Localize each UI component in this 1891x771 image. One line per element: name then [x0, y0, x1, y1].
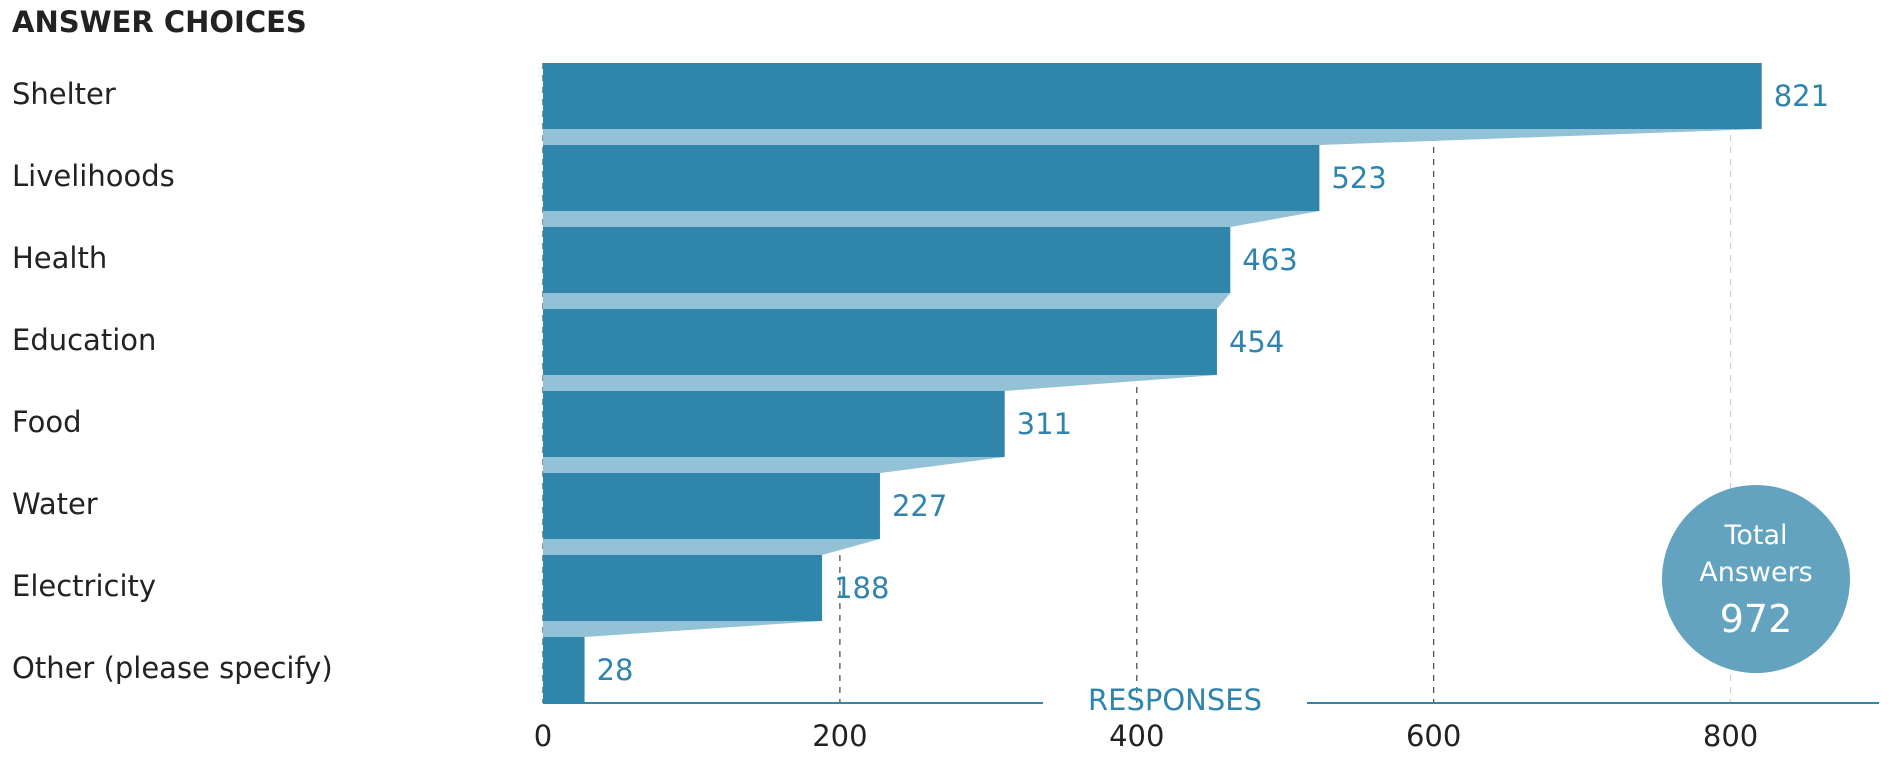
- total-badge: Total Answers 972: [1662, 485, 1850, 673]
- connector: [543, 457, 1005, 473]
- value-label: 454: [1229, 325, 1284, 359]
- value-label: 227: [892, 489, 947, 523]
- x-tick-label: 600: [1406, 719, 1461, 753]
- value-label: 28: [597, 653, 634, 687]
- category-label: Other (please specify): [12, 651, 333, 685]
- connector: [543, 539, 880, 555]
- chart-title: ANSWER CHOICES: [12, 5, 307, 39]
- value-label: 311: [1017, 407, 1072, 441]
- bar: [543, 309, 1217, 375]
- connector: [543, 129, 1762, 145]
- bar: [543, 637, 585, 703]
- connector: [543, 621, 823, 637]
- category-label: Livelihoods: [12, 159, 175, 193]
- total-label: Total Answers: [1699, 520, 1813, 588]
- category-label: Food: [12, 405, 82, 439]
- category-label: Health: [12, 241, 107, 275]
- bar: [543, 63, 1762, 129]
- bar: [543, 555, 823, 621]
- x-tick-label: 400: [1109, 719, 1164, 753]
- bar: [543, 391, 1005, 457]
- value-label: 463: [1242, 243, 1297, 277]
- total-value: 972: [1719, 597, 1793, 641]
- value-label: 821: [1774, 79, 1829, 113]
- value-label: 523: [1331, 161, 1386, 195]
- bar: [543, 145, 1320, 211]
- x-axis-title: RESPONSES: [1088, 683, 1262, 717]
- connector: [543, 211, 1320, 227]
- x-tick-label: 200: [812, 719, 867, 753]
- x-tick-label: 800: [1703, 719, 1758, 753]
- category-label: Shelter: [12, 77, 116, 111]
- category-label: Electricity: [12, 569, 156, 603]
- category-label: Water: [12, 487, 98, 521]
- x-tick-label: 0: [534, 719, 552, 753]
- category-label: Education: [12, 323, 156, 357]
- value-label: 188: [834, 571, 889, 605]
- connector: [543, 375, 1217, 391]
- bar: [543, 473, 880, 539]
- bar: [543, 227, 1231, 293]
- connector: [543, 293, 1231, 309]
